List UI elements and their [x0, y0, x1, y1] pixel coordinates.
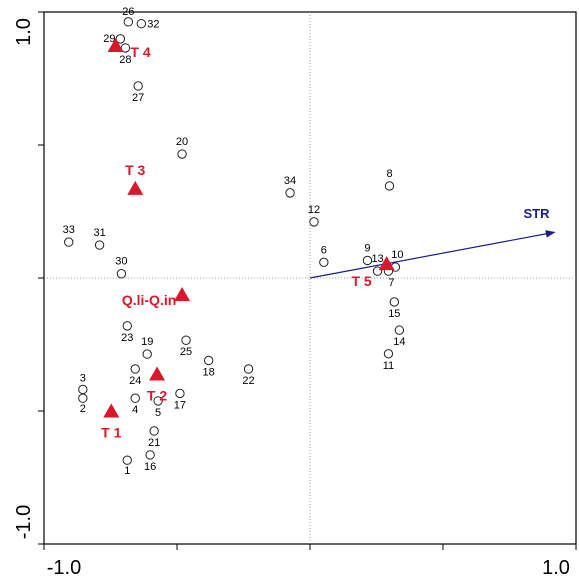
site-label-11: 11: [383, 360, 394, 372]
site-point-16: [145, 450, 155, 460]
group-label-q-li-q-in: Q.li-Q.in: [122, 292, 176, 308]
group-marker-t-5: [378, 256, 395, 271]
site-point-22: [243, 364, 254, 374]
site-point-27: [133, 81, 143, 91]
env-label-str: STR: [523, 206, 550, 221]
site-point-1: [122, 455, 132, 465]
site-point-4: [130, 393, 140, 403]
site-label-3: 3: [80, 372, 86, 384]
site-point-29: [115, 34, 126, 44]
site-label-27: 27: [132, 92, 144, 104]
environmental-vectors: STR: [309, 206, 556, 279]
site-point-31: [94, 240, 105, 250]
site-point-5: [153, 396, 163, 406]
site-point-28: [120, 43, 131, 53]
x-tick-label-min: -1.0: [47, 557, 81, 577]
site-label-32: 32: [147, 19, 159, 31]
site-label-18: 18: [203, 366, 215, 378]
site-point-21: [149, 426, 159, 436]
site-point-6: [319, 257, 329, 268]
site-point-8: [384, 181, 395, 191]
site-label-16: 16: [144, 461, 156, 473]
group-label-t-2: T 2: [147, 388, 167, 404]
site-label-7: 7: [388, 277, 394, 289]
site-point-25: [181, 335, 191, 345]
site-label-5: 5: [155, 407, 161, 419]
env-arrow-str: [309, 230, 556, 279]
site-label-14: 14: [393, 336, 405, 348]
group-marker-t-1: [103, 403, 120, 418]
site-point-17: [175, 388, 185, 399]
site-point-32: [136, 19, 147, 29]
site-label-2: 2: [80, 403, 86, 415]
site-label-21: 21: [148, 437, 160, 449]
site-point-19: [142, 349, 152, 359]
site-label-17: 17: [174, 399, 186, 411]
site-point-9: [362, 255, 373, 266]
site-label-1: 1: [124, 465, 130, 477]
axis-tick-labels: -1.0 1.0 1.0 -1.0: [13, 18, 570, 577]
site-point-34: [285, 188, 295, 198]
axis-ticks: [38, 11, 577, 550]
site-label-30: 30: [115, 256, 127, 268]
site-point-18: [203, 355, 214, 366]
site-label-26: 26: [122, 6, 134, 18]
site-label-24: 24: [129, 375, 141, 387]
y-tick-label-max: 1.0: [13, 18, 35, 46]
x-tick-label-max: 1.0: [542, 557, 570, 577]
y-tick-label-min: -1.0: [13, 505, 35, 539]
group-marker-t-3: [127, 180, 144, 195]
site-point-11: [383, 349, 394, 359]
site-label-20: 20: [176, 136, 188, 148]
group-centroids: T 1 T 2 T 3 T 4 T 5 Q.li-Q.in: [101, 38, 395, 441]
site-label-6: 6: [321, 244, 327, 256]
site-label-4: 4: [132, 404, 138, 416]
site-point-3: [78, 384, 88, 395]
group-label-t-1: T 1: [101, 425, 121, 441]
group-marker-t-4: [107, 38, 124, 53]
site-label-34: 34: [284, 175, 296, 187]
site-label-15: 15: [388, 308, 400, 320]
site-label-8: 8: [386, 168, 392, 180]
site-label-25: 25: [180, 346, 192, 358]
group-label-t-4: T 4: [130, 44, 150, 60]
site-label-33: 33: [63, 224, 75, 236]
group-label-t-5: T 5: [351, 273, 371, 289]
site-point-26: [123, 17, 134, 27]
site-point-23: [122, 321, 132, 331]
group-marker-q-li-q-in: [174, 287, 191, 302]
group-marker-t-2: [149, 366, 166, 381]
site-point-20: [177, 149, 187, 159]
site-label-13: 13: [371, 253, 383, 265]
site-label-23: 23: [121, 332, 133, 344]
site-point-15: [389, 297, 400, 307]
site-label-9: 9: [364, 242, 370, 254]
site-label-10: 10: [391, 249, 403, 261]
site-point-33: [64, 237, 74, 247]
site-label-29: 29: [103, 33, 115, 45]
site-label-31: 31: [93, 227, 105, 239]
site-point-12: [309, 217, 319, 227]
site-point-2: [78, 393, 88, 403]
site-point-24: [130, 364, 140, 374]
site-label-22: 22: [242, 375, 254, 387]
group-label-t-3: T 3: [125, 162, 145, 178]
site-label-28: 28: [119, 54, 131, 66]
site-label-12: 12: [308, 204, 320, 216]
site-point-14: [394, 325, 405, 335]
site-label-19: 19: [141, 336, 153, 348]
site-point-30: [116, 269, 127, 279]
